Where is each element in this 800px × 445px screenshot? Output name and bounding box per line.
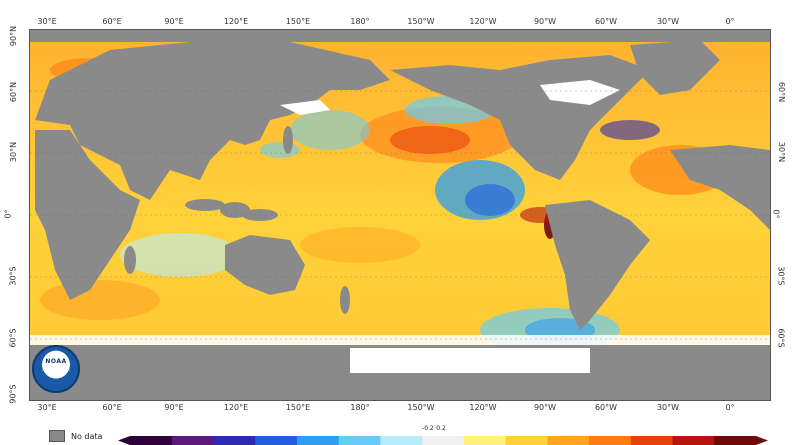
warm-anomaly-patch: [300, 227, 420, 263]
eurasia-landmass: [35, 42, 390, 200]
africa-landmass: [35, 130, 140, 300]
sea-ice-patch: [280, 100, 330, 115]
lon-tick-top: 180°: [350, 17, 370, 26]
colorbar-segment: [463, 436, 507, 445]
graticule: [30, 90, 770, 340]
no-data-swatch: [49, 430, 65, 442]
lat-tick-left: 90°S: [8, 384, 18, 404]
island: [185, 199, 225, 211]
noaa-logo-text: NOAA: [45, 357, 67, 365]
colorbar-segment: [672, 436, 715, 445]
lon-tick-bottom: 120°W: [469, 403, 497, 412]
cool-anomaly-patch: [260, 142, 300, 158]
colorbar-extend-high: [756, 436, 768, 445]
lat-tick-right: 60°N: [777, 81, 787, 103]
lat-tick-left: 30°S: [8, 266, 18, 286]
no-data-legend: No data: [49, 430, 102, 442]
madagascar-island: [124, 246, 136, 274]
lon-tick-bottom: 60°E: [102, 403, 122, 412]
lon-tick-bottom: 90°E: [164, 403, 184, 412]
colorbar-segment: [380, 436, 423, 445]
sea-ice-band: [30, 335, 770, 345]
lon-tick-top: 90°E: [164, 17, 184, 26]
lon-tick-bottom: 0°: [725, 403, 735, 412]
noaa-logo: NOAA: [32, 345, 80, 393]
lat-tick-right: 30°N: [777, 141, 787, 163]
sea-ice-patch: [540, 80, 620, 105]
lon-tick-bottom: 30°W: [656, 403, 680, 412]
colorbar-segment: [589, 436, 632, 445]
lon-tick-top: 120°E: [223, 17, 249, 26]
colorbar-segment: [630, 436, 674, 445]
colorbar-tick-label: 0.2: [436, 425, 446, 432]
new-zealand-island: [340, 286, 350, 314]
lon-tick-top: 150°E: [285, 17, 311, 26]
warm-anomaly-patch: [390, 126, 470, 154]
colorbar-segment: [505, 436, 548, 445]
greenland-landmass: [630, 40, 720, 95]
cool-anomaly-patch: [120, 233, 240, 277]
map-canvas: [30, 30, 770, 400]
lon-tick-bottom: 150°W: [407, 403, 435, 412]
lon-tick-bottom: 90°W: [533, 403, 557, 412]
lon-tick-bottom: 30°E: [37, 403, 57, 412]
lat-tick-right: 60°S: [776, 328, 786, 348]
lat-tick-right: 30°S: [776, 266, 786, 286]
australia-landmass: [225, 235, 305, 295]
japan-island: [283, 126, 293, 154]
lon-tick-bottom: 60°W: [594, 403, 618, 412]
lat-tick-left: 90°N: [9, 25, 19, 47]
lon-tick-bottom: 180°: [350, 403, 370, 412]
lon-tick-top: 30°E: [37, 17, 57, 26]
colorbar-segment: [213, 436, 256, 445]
lon-tick-bottom: 150°E: [285, 403, 311, 412]
sst-anomaly-map: [29, 29, 771, 401]
lon-tick-top: 60°E: [102, 17, 122, 26]
colorbar-segment: [255, 436, 298, 445]
lat-tick-left: 60°N: [9, 81, 19, 103]
sea-ice-band: [350, 348, 590, 373]
cool-anomaly-patch: [290, 110, 370, 150]
lon-tick-bottom: 120°E: [223, 403, 249, 412]
cool-anomaly-patch: [465, 184, 515, 216]
lat-tick-left: 60°S: [8, 328, 18, 348]
no-data-label: No data: [71, 431, 103, 441]
lon-tick-top: 0°: [725, 17, 735, 26]
lon-tick-top: 120°W: [469, 17, 497, 26]
lon-tick-top: 30°W: [656, 17, 680, 26]
africa-west-landmass: [670, 145, 770, 230]
colorbar-segment: [130, 436, 173, 445]
colorbar: [118, 436, 768, 445]
lat-tick-left: 30°N: [9, 141, 19, 163]
lon-tick-top: 60°W: [594, 17, 618, 26]
arctic-land: [30, 30, 770, 42]
warm-anomaly-patch: [40, 280, 160, 320]
colorbar-segment: [296, 436, 340, 445]
cool-anomaly-patch: [600, 120, 660, 140]
colorbar-segment: [714, 436, 757, 445]
south-america-landmass: [545, 200, 650, 330]
colorbar-tick-label: -0.2: [422, 425, 434, 432]
lon-tick-top: 90°W: [533, 17, 557, 26]
colorbar-segment: [338, 436, 381, 445]
noaa-bird-icon: [38, 364, 74, 391]
colorbar-segment: [547, 436, 590, 445]
lat-tick-left: 0°: [3, 209, 13, 219]
lat-tick-right: 0°: [771, 209, 781, 219]
colorbar-extend-low: [118, 436, 130, 445]
lon-tick-top: 150°W: [407, 17, 435, 26]
colorbar-segment: [171, 436, 214, 445]
colorbar-segment: [422, 436, 465, 445]
